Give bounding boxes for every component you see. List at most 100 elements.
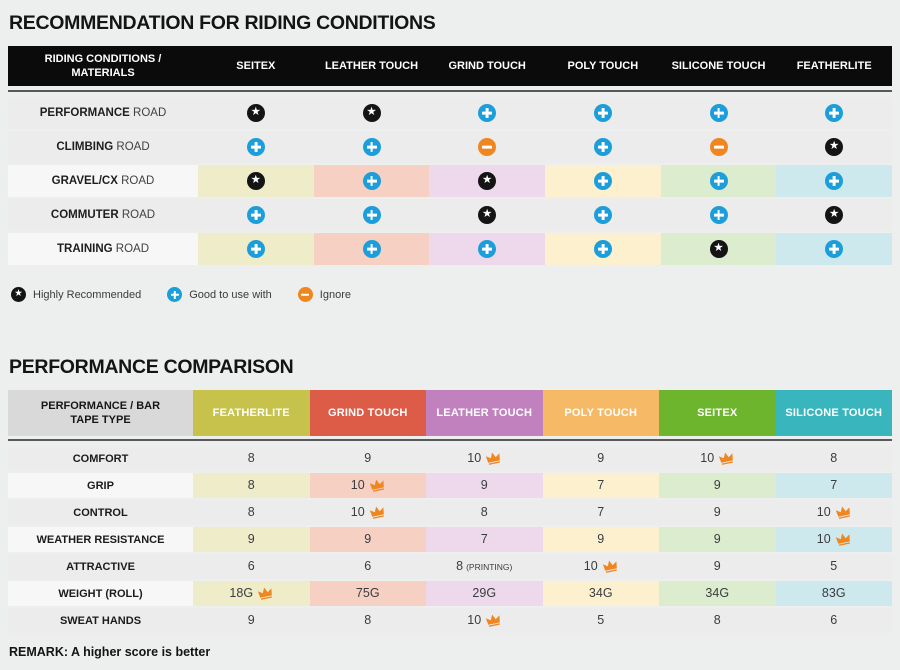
plus-icon [593, 138, 612, 156]
performance-comparison-title: PERFORMANCE COMPARISON [9, 356, 294, 378]
score-value: 10 [816, 532, 831, 547]
star-icon: ★ [362, 104, 381, 122]
column-header: FEATHERLITE [796, 59, 872, 72]
recommendation-cell [660, 131, 777, 163]
header-divider [8, 90, 892, 92]
plus-icon [825, 104, 844, 122]
score-value: 8 [456, 559, 464, 574]
score-cell: 7 [542, 500, 659, 525]
score-value: 9 [713, 478, 721, 493]
score-value: 6 [830, 613, 838, 628]
crown-icon [369, 479, 384, 492]
column-header: FEATHERLITE [193, 390, 310, 436]
column-header: GRIND TOUCH [309, 390, 426, 436]
score-cell: 10 [309, 473, 426, 498]
recommendation-cell: ★ [313, 97, 430, 129]
recommendation-cell [198, 199, 314, 231]
performance-comparison-table: PERFORMANCE / BAR TAPE TYPE FEATHERLITE G… [8, 390, 892, 633]
score-value: 10 [583, 559, 598, 574]
score-value: 9 [364, 451, 372, 466]
crown-icon [835, 506, 850, 519]
performance-header-label: PERFORMANCE / BAR TAPE TYPE [8, 390, 193, 436]
score-cell: 7 [542, 473, 659, 498]
table-row: WEIGHT (ROLL) 18G 75G 29G 34G 34G 83G [8, 581, 892, 606]
score-value: 5 [830, 559, 838, 574]
score-cell: 9 [309, 446, 426, 471]
column-header: POLY TOUCH [567, 59, 639, 72]
crown-icon [835, 533, 850, 546]
star-icon: ★ [246, 172, 265, 190]
score-value: 6 [247, 559, 255, 574]
riding-conditions-header-label: RIDING CONDITIONS / MATERIALS [8, 46, 198, 86]
star-icon: ★ [478, 172, 497, 190]
score-suffix: (PRINTING) [466, 561, 513, 572]
recommendation-cell [313, 131, 430, 163]
score-value: 8 [247, 505, 255, 520]
table-row: SWEAT HANDS 9 8 10 5 8 6 [8, 608, 892, 633]
star-icon: ★ [11, 287, 26, 302]
plus-icon [825, 172, 844, 190]
score-value: 9 [247, 613, 255, 628]
row-label: GRIP [8, 473, 193, 498]
column-header: GRIND TOUCH [448, 59, 526, 72]
recommendation-cell [198, 233, 314, 265]
plus-icon [362, 206, 381, 224]
row-label-rest: ROAD [112, 243, 149, 255]
score-cell: 10 [426, 446, 543, 471]
recommendation-cell [545, 131, 661, 163]
crown-icon [486, 452, 501, 465]
plus-icon [825, 240, 844, 258]
column-header: LEATHER TOUCH [324, 59, 419, 72]
score-value: 29G [472, 586, 497, 601]
score-cell: 9 [309, 527, 426, 552]
plus-icon [593, 172, 612, 190]
row-label-strong: GRAVEL/CX [51, 175, 118, 187]
riding-conditions-header-row: RIDING CONDITIONS / MATERIALS SEITEX LEAT… [8, 46, 892, 86]
star-icon: ★ [825, 206, 844, 224]
score-cell: 10 [426, 608, 543, 633]
column-header: LEATHER TOUCH [426, 390, 543, 436]
legend-label: Good to use with [189, 288, 272, 301]
row-label: WEATHER RESISTANCE [8, 527, 193, 552]
score-value: 8 [364, 613, 372, 628]
plus-icon [593, 240, 612, 258]
score-value: 6 [364, 559, 372, 574]
score-cell: 10 [309, 500, 426, 525]
score-value: 9 [713, 505, 721, 520]
row-label-strong: TRAINING [56, 243, 113, 255]
row-label: ATTRACTIVE [8, 554, 193, 579]
recommendation-cell [776, 233, 893, 265]
score-cell: 6 [193, 554, 310, 579]
score-cell: 83G [775, 581, 892, 606]
score-value: 7 [830, 478, 838, 493]
crown-icon [257, 587, 272, 600]
plus-icon [709, 206, 728, 224]
crown-icon [719, 452, 734, 465]
row-label: COMMUTER ROAD [8, 199, 198, 231]
recommendation-cell: ★ [429, 199, 546, 231]
plus-icon [593, 206, 612, 224]
minus-icon [478, 138, 497, 156]
plus-icon [167, 287, 183, 302]
score-cell: 10 [659, 446, 776, 471]
score-cell: 8 [309, 608, 426, 633]
column-header: SILICONE TOUCH [775, 390, 892, 436]
column-header: SEITEX [236, 59, 276, 72]
recommendation-cell: ★ [776, 131, 893, 163]
recommendation-cell [545, 199, 661, 231]
score-cell: 10 [542, 554, 659, 579]
column-header: SILICONE TOUCH [671, 59, 766, 72]
score-cell: 18G [193, 581, 310, 606]
recommendation-cell [313, 199, 430, 231]
score-cell: 8 (PRINTING) [426, 554, 543, 579]
legend-label: Highly Recommended [33, 288, 142, 301]
score-value: 8 [480, 505, 488, 520]
score-cell: 5 [542, 608, 659, 633]
table-row: PERFORMANCE ROAD ★ ★ [8, 97, 893, 129]
score-value: 18G [229, 586, 254, 601]
score-value: 9 [247, 532, 255, 547]
score-value: 9 [597, 532, 605, 547]
score-value: 9 [713, 532, 721, 547]
table-row: WEATHER RESISTANCE 9 9 7 9 9 10 [8, 527, 892, 552]
score-cell: 8 [659, 608, 776, 633]
